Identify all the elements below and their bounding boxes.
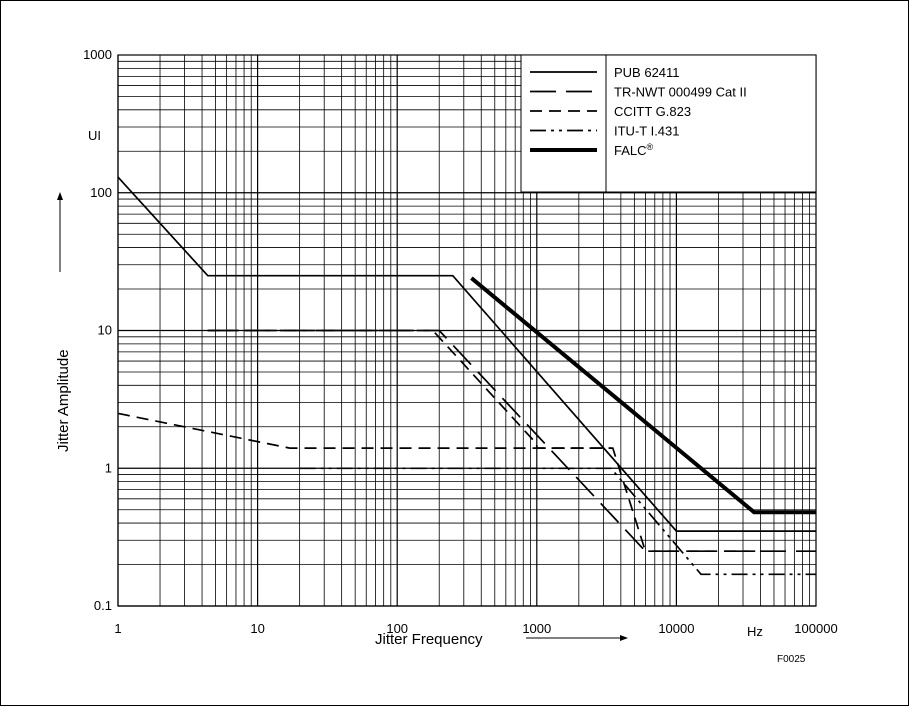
x-unit-label: Hz <box>747 624 763 639</box>
legend-label: TR-NWT 000499 Cat II <box>614 85 747 100</box>
series-line-tr-nwt-000499-cat-ii <box>207 329 816 553</box>
legend-label: CCITT G.823 <box>614 104 691 119</box>
x-tick-label: 1000 <box>522 621 551 636</box>
y-tick-label: 1000 <box>83 47 112 62</box>
x-tick-label: 1 <box>114 621 121 636</box>
x-tick-label: 100000 <box>794 621 837 636</box>
legend-label: FALC® <box>614 142 654 158</box>
y-unit-label: UI <box>88 128 101 143</box>
series-line-pub-62411 <box>117 176 816 532</box>
series-line-itu-t-i-431 <box>299 467 816 576</box>
y-tick-label: 100 <box>90 185 112 200</box>
figure-code: F0025 <box>777 654 806 665</box>
y-tick-label: 1 <box>105 460 112 475</box>
legend-label: ITU-T I.431 <box>614 124 680 139</box>
x-axis-arrow <box>526 635 628 641</box>
curves <box>117 176 816 576</box>
legend-label: PUB 62411 <box>614 65 680 80</box>
y-tick-label: 0.1 <box>94 598 112 613</box>
x-tick-label: 10 <box>250 621 264 636</box>
series-line-ccitt-g-823-low <box>117 412 611 449</box>
plot-border <box>117 54 817 607</box>
series-line-falc <box>470 276 816 515</box>
y-axis-label: Jitter Amplitude <box>55 349 72 452</box>
series-line-ccitt-g-823 <box>207 329 761 553</box>
y-axis-arrow <box>57 192 63 272</box>
legend-box <box>520 54 817 193</box>
legend: PUB 62411 TR-NWT 000499 Cat II CCITT G.823… <box>520 54 817 193</box>
y-tick-label: 10 <box>98 323 112 338</box>
x-tick-label: 10000 <box>658 621 694 636</box>
x-axis-label: Jitter Frequency <box>375 631 483 648</box>
x-tick-label: 100 <box>386 621 408 636</box>
